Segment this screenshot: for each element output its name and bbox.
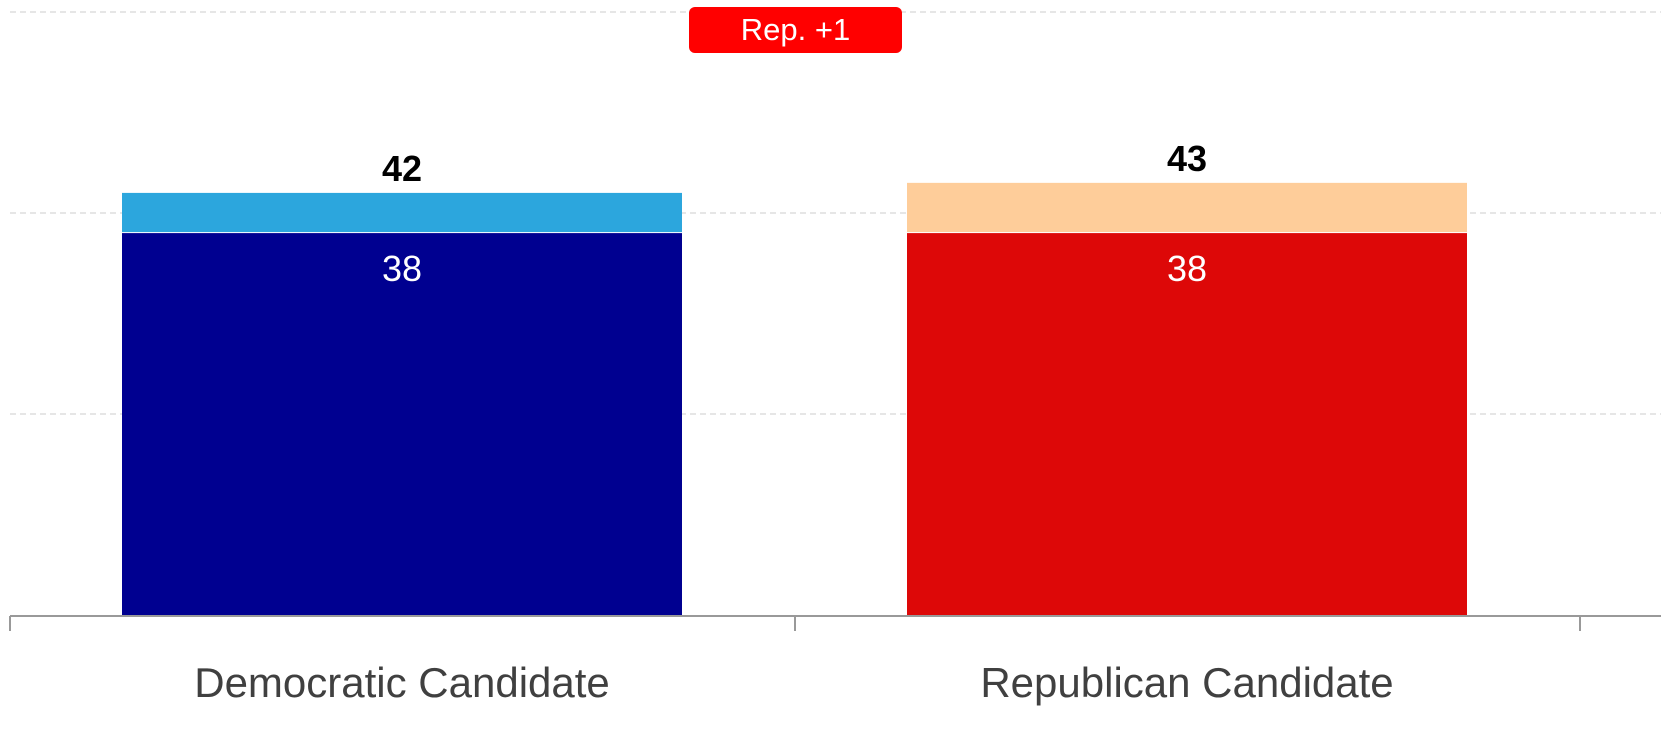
category-label: Democratic Candidate bbox=[194, 659, 610, 706]
republican-base-bar bbox=[907, 233, 1467, 615]
margin-badge: Rep. +1 bbox=[689, 7, 902, 53]
democratic-base-bar bbox=[122, 233, 682, 615]
x-axis bbox=[9, 615, 1661, 631]
republican-total-label: 43 bbox=[1167, 138, 1207, 179]
republican-lean-bar bbox=[907, 182, 1467, 233]
category-label: Republican Candidate bbox=[980, 659, 1393, 706]
bars bbox=[122, 182, 1467, 615]
republican-base-label: 38 bbox=[1167, 248, 1207, 289]
data-labels: 38 42 Democratic Candidate 38 43 Republican C… bbox=[194, 138, 1393, 706]
democratic-base-label: 38 bbox=[382, 248, 422, 289]
democratic-total-label: 42 bbox=[382, 148, 422, 189]
democratic-lean-bar bbox=[122, 192, 682, 233]
